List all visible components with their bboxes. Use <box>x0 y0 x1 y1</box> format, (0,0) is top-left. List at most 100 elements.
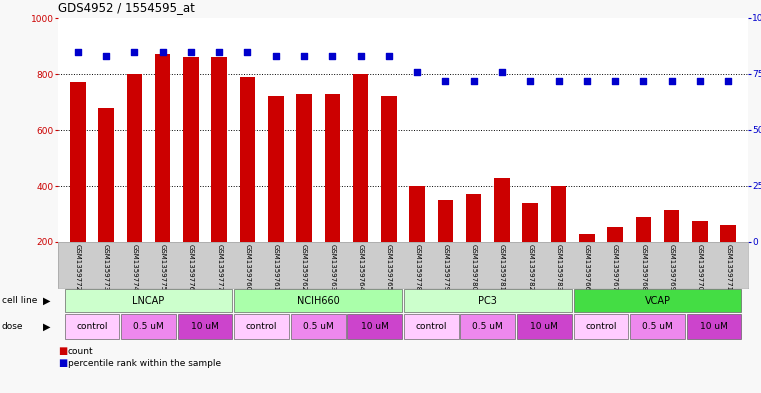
Point <box>383 53 395 59</box>
Text: GSM1359778: GSM1359778 <box>414 244 420 291</box>
Bar <box>721 225 736 298</box>
Text: GSM1359774: GSM1359774 <box>132 244 137 291</box>
Text: GSM1359761: GSM1359761 <box>272 244 279 291</box>
Bar <box>523 203 538 298</box>
Bar <box>494 178 510 298</box>
Bar <box>296 94 312 298</box>
Point <box>100 53 112 59</box>
Point <box>241 48 253 55</box>
Text: ■: ■ <box>58 358 67 368</box>
Point <box>496 69 508 75</box>
Text: PC3: PC3 <box>479 296 497 305</box>
Bar <box>607 227 622 298</box>
Text: GSM1359764: GSM1359764 <box>358 244 364 291</box>
Text: 0.5 uM: 0.5 uM <box>473 322 503 331</box>
Point <box>129 48 141 55</box>
Text: 0.5 uM: 0.5 uM <box>133 322 164 331</box>
Text: GSM1359766: GSM1359766 <box>584 244 590 291</box>
Text: GDS4952 / 1554595_at: GDS4952 / 1554595_at <box>58 1 195 14</box>
Text: GSM1359763: GSM1359763 <box>330 244 336 291</box>
Bar <box>177 314 232 339</box>
Bar <box>347 314 402 339</box>
Point <box>411 69 423 75</box>
Text: GSM1359765: GSM1359765 <box>386 244 392 291</box>
Text: control: control <box>76 322 108 331</box>
Text: GSM1359772: GSM1359772 <box>75 244 81 291</box>
Point <box>694 77 706 84</box>
Text: control: control <box>416 322 447 331</box>
Bar <box>438 200 454 298</box>
Text: GSM1359760: GSM1359760 <box>244 244 250 291</box>
Text: count: count <box>68 347 94 356</box>
Bar <box>381 96 396 298</box>
Text: dose: dose <box>2 322 23 331</box>
Text: GSM1359780: GSM1359780 <box>471 244 476 291</box>
Bar <box>126 74 142 298</box>
Text: GSM1359770: GSM1359770 <box>697 244 703 291</box>
Text: control: control <box>246 322 277 331</box>
Point <box>637 77 649 84</box>
Text: 10 uM: 10 uM <box>191 322 219 331</box>
Bar <box>404 314 459 339</box>
Bar <box>291 314 345 339</box>
Bar <box>630 314 685 339</box>
Bar <box>686 314 741 339</box>
Bar <box>353 74 368 298</box>
Text: 10 uM: 10 uM <box>700 322 728 331</box>
Point <box>722 77 734 84</box>
Point <box>157 48 169 55</box>
Bar <box>579 233 594 298</box>
Text: GSM1359781: GSM1359781 <box>499 244 505 291</box>
Bar <box>65 289 232 312</box>
Bar <box>234 314 289 339</box>
Bar <box>65 314 119 339</box>
Text: GSM1359779: GSM1359779 <box>442 244 448 291</box>
Text: percentile rank within the sample: percentile rank within the sample <box>68 358 221 367</box>
Point <box>269 53 282 59</box>
Point <box>298 53 310 59</box>
Point <box>185 48 197 55</box>
Text: 10 uM: 10 uM <box>361 322 389 331</box>
Text: GSM1359775: GSM1359775 <box>160 244 166 291</box>
Text: NCIH660: NCIH660 <box>297 296 339 305</box>
Bar <box>693 221 708 298</box>
Bar <box>121 314 176 339</box>
Text: GSM1359776: GSM1359776 <box>188 244 194 291</box>
Bar <box>183 57 199 298</box>
Bar <box>551 186 566 298</box>
Text: GSM1359762: GSM1359762 <box>301 244 307 291</box>
Text: 0.5 uM: 0.5 uM <box>642 322 673 331</box>
Bar <box>409 186 425 298</box>
Text: ▶: ▶ <box>43 321 50 332</box>
Point <box>326 53 339 59</box>
Text: ▶: ▶ <box>43 296 50 305</box>
Text: 10 uM: 10 uM <box>530 322 559 331</box>
Point <box>609 77 621 84</box>
Bar <box>404 289 572 312</box>
Text: cell line: cell line <box>2 296 37 305</box>
Bar <box>517 314 572 339</box>
Bar <box>460 314 515 339</box>
Text: ■: ■ <box>58 346 67 356</box>
Text: 0.5 uM: 0.5 uM <box>303 322 333 331</box>
Bar <box>70 83 85 298</box>
Point <box>666 77 678 84</box>
Text: GSM1359768: GSM1359768 <box>640 244 646 291</box>
Bar <box>154 54 170 298</box>
Text: GSM1359769: GSM1359769 <box>669 244 675 291</box>
Text: control: control <box>585 322 616 331</box>
Text: VCAP: VCAP <box>645 296 670 305</box>
Text: GSM1359777: GSM1359777 <box>216 244 222 291</box>
Bar <box>324 94 340 298</box>
Bar <box>574 314 629 339</box>
Text: GSM1359771: GSM1359771 <box>725 244 731 291</box>
Bar <box>212 57 227 298</box>
Point <box>552 77 565 84</box>
Point <box>213 48 225 55</box>
Point <box>355 53 367 59</box>
Text: GSM1359783: GSM1359783 <box>556 244 562 291</box>
Bar <box>466 195 482 298</box>
Point <box>467 77 479 84</box>
Bar <box>635 217 651 298</box>
Text: LNCAP: LNCAP <box>132 296 164 305</box>
